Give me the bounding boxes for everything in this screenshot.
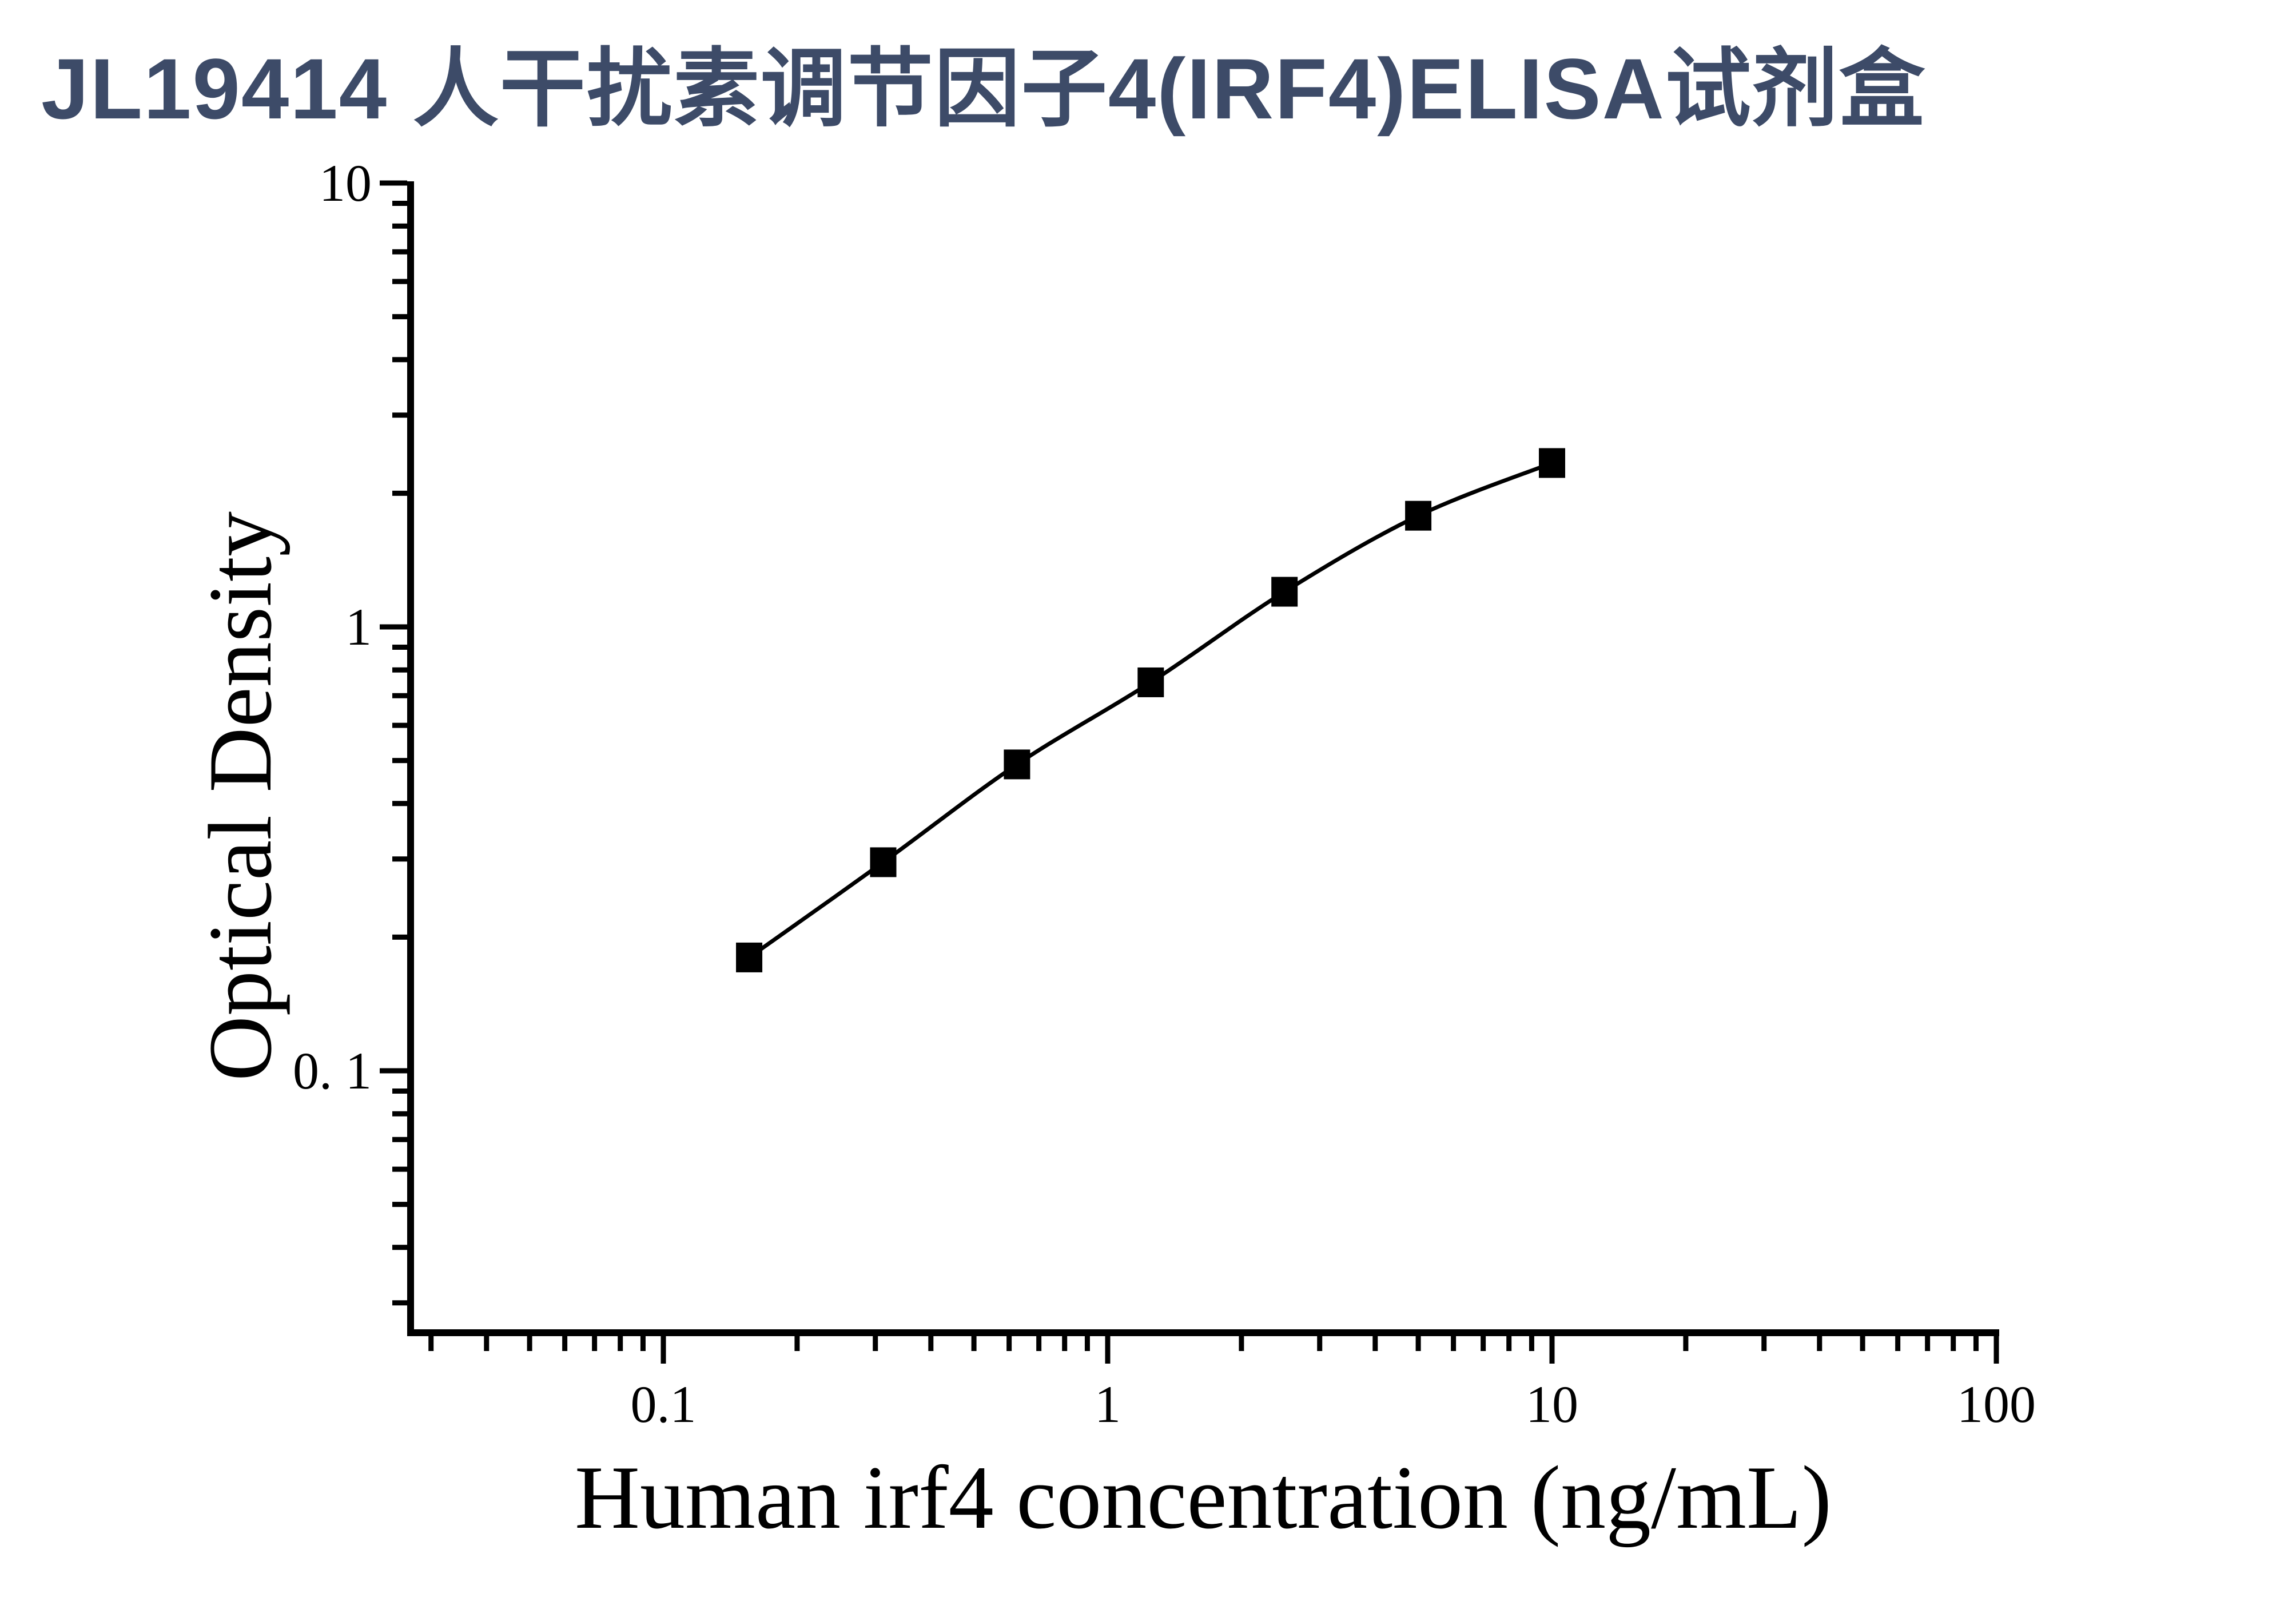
data-point-marker	[1137, 667, 1164, 697]
data-point-marker	[870, 847, 897, 877]
data-point-marker	[1271, 577, 1298, 607]
y-tick-label: 1	[345, 598, 372, 656]
y-tick-label: 10	[319, 154, 372, 212]
x-axis-title: Human irf4 concentration (ng/mL)	[574, 1448, 1832, 1548]
page-title: JL19414 人干扰素调节因子4(IRF4)ELISA试剂盒	[41, 41, 1926, 137]
y-tick-label: 0. 1	[293, 1042, 372, 1100]
y-axis-title: Optical Density	[190, 511, 291, 1082]
data-point-marker	[1405, 500, 1432, 531]
x-tick-label: 10	[1526, 1375, 1578, 1433]
x-tick-label: 1	[1095, 1375, 1121, 1433]
standard-curve-line	[748, 461, 1553, 959]
x-tick-label: 100	[1957, 1375, 2036, 1433]
data-point-marker	[1004, 749, 1030, 780]
x-tick-label: 0.1	[631, 1375, 697, 1433]
data-point-marker	[1539, 448, 1565, 478]
data-point-marker	[736, 942, 763, 972]
